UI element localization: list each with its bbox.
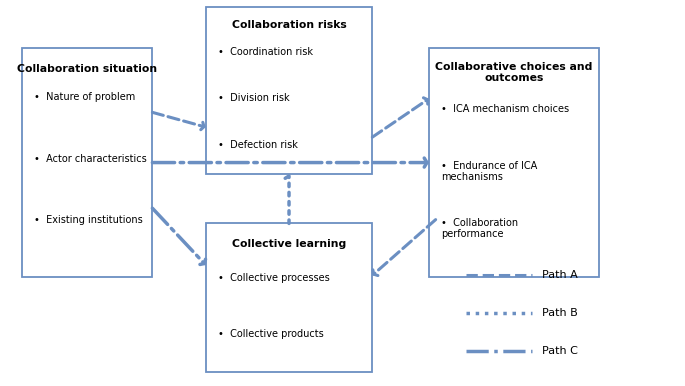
Bar — [206, 223, 373, 372]
Text: Collaboration risks: Collaboration risks — [232, 20, 347, 30]
Text: •  Collective products: • Collective products — [218, 329, 323, 339]
Text: Path C: Path C — [543, 346, 578, 356]
Text: •  Endurance of ICA
mechanisms: • Endurance of ICA mechanisms — [441, 161, 537, 182]
Text: •  Existing institutions: • Existing institutions — [34, 215, 143, 225]
Bar — [429, 48, 599, 277]
Text: •  Coordination risk: • Coordination risk — [218, 47, 313, 56]
Text: •  Nature of problem: • Nature of problem — [34, 92, 136, 102]
Text: Path A: Path A — [543, 270, 578, 280]
Text: Collaboration situation: Collaboration situation — [17, 64, 158, 74]
Text: •  Collective processes: • Collective processes — [218, 273, 329, 283]
Text: •  ICA mechanism choices: • ICA mechanism choices — [441, 103, 569, 113]
Text: •  Actor characteristics: • Actor characteristics — [34, 154, 147, 164]
Text: •  Division risk: • Division risk — [218, 93, 289, 103]
Text: •  Collaboration
performance: • Collaboration performance — [441, 218, 518, 239]
Text: Collaborative choices and
outcomes: Collaborative choices and outcomes — [435, 62, 593, 83]
Text: Collective learning: Collective learning — [232, 239, 346, 249]
Text: •  Defection risk: • Defection risk — [218, 140, 297, 150]
Bar — [206, 7, 373, 174]
Bar — [23, 48, 152, 277]
Text: Path B: Path B — [543, 308, 578, 318]
